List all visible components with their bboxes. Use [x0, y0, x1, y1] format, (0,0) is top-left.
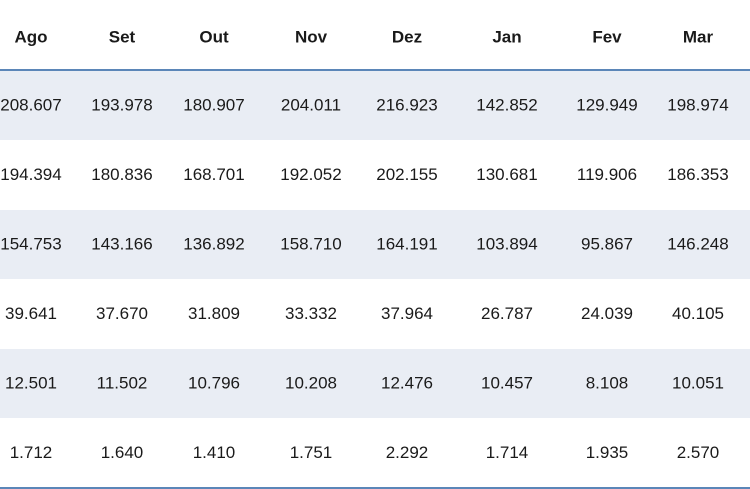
table-cell: 129.949	[576, 95, 637, 114]
table-cell: 26.787	[481, 304, 533, 323]
table-cell: 2.570	[677, 443, 720, 462]
column-header: Fev	[592, 27, 622, 46]
table-cell: 1.712	[10, 443, 53, 462]
table-cell: 10.796	[188, 373, 240, 392]
table-cell: 180.907	[183, 95, 244, 114]
table-cell: 33.332	[285, 304, 337, 323]
table-cell: 37.670	[96, 304, 148, 323]
column-header: Set	[109, 27, 136, 46]
table-cell: 194.394	[0, 165, 61, 184]
table-cell: 31.809	[188, 304, 240, 323]
table-cell: 2.292	[386, 443, 429, 462]
table-cell: 103.894	[476, 234, 537, 253]
table-cell: 142.852	[476, 95, 537, 114]
table-cell: 119.906	[577, 165, 637, 184]
row-band	[0, 210, 750, 279]
table-cell: 12.476	[381, 373, 433, 392]
row-band	[0, 71, 750, 140]
table-cell: 192.052	[280, 165, 341, 184]
table-cell: 154.753	[0, 234, 61, 253]
table-cell: 143.166	[91, 234, 152, 253]
table-cell: 10.208	[285, 373, 337, 392]
table-cell: 40.105	[672, 304, 724, 323]
column-header: Jan	[492, 27, 521, 46]
table-cell: 158.710	[280, 234, 341, 253]
table-cell: 164.191	[376, 234, 437, 253]
table-cell: 168.701	[183, 165, 244, 184]
table-cell: 1.640	[101, 443, 144, 462]
table-cell: 24.039	[581, 304, 633, 323]
table-cell: 193.978	[91, 95, 152, 114]
column-header: Out	[199, 27, 229, 46]
table-cell: 1.410	[193, 443, 236, 462]
table-cell: 198.974	[667, 95, 728, 114]
table-cell: 37.964	[381, 304, 433, 323]
table-cell: 39.641	[5, 304, 57, 323]
table-cell: 186.353	[667, 165, 728, 184]
table-cell: 180.836	[91, 165, 152, 184]
column-header: Nov	[295, 27, 328, 46]
table-cell: 1.935	[586, 443, 629, 462]
table-cell: 1.751	[290, 443, 333, 462]
column-header: Ago	[14, 27, 47, 46]
table-cell: 146.248	[667, 234, 728, 253]
table-cell: 130.681	[476, 165, 537, 184]
table-cell: 1.714	[486, 443, 529, 462]
table-cell: 216.923	[376, 95, 437, 114]
column-header: Dez	[392, 27, 422, 46]
table-cell: 12.501	[5, 373, 57, 392]
table-cell: 202.155	[376, 165, 437, 184]
table-cell: 95.867	[581, 234, 633, 253]
table-cell: 10.051	[672, 373, 724, 392]
table-cell: 11.502	[97, 373, 148, 392]
table-cell: 8.108	[586, 373, 629, 392]
table-cell: 10.457	[481, 373, 533, 392]
table-cell: 136.892	[183, 234, 244, 253]
column-header: Mar	[683, 27, 714, 46]
table-cell: 204.011	[281, 95, 341, 114]
row-band	[0, 349, 750, 418]
table-cell: 208.607	[0, 95, 61, 114]
